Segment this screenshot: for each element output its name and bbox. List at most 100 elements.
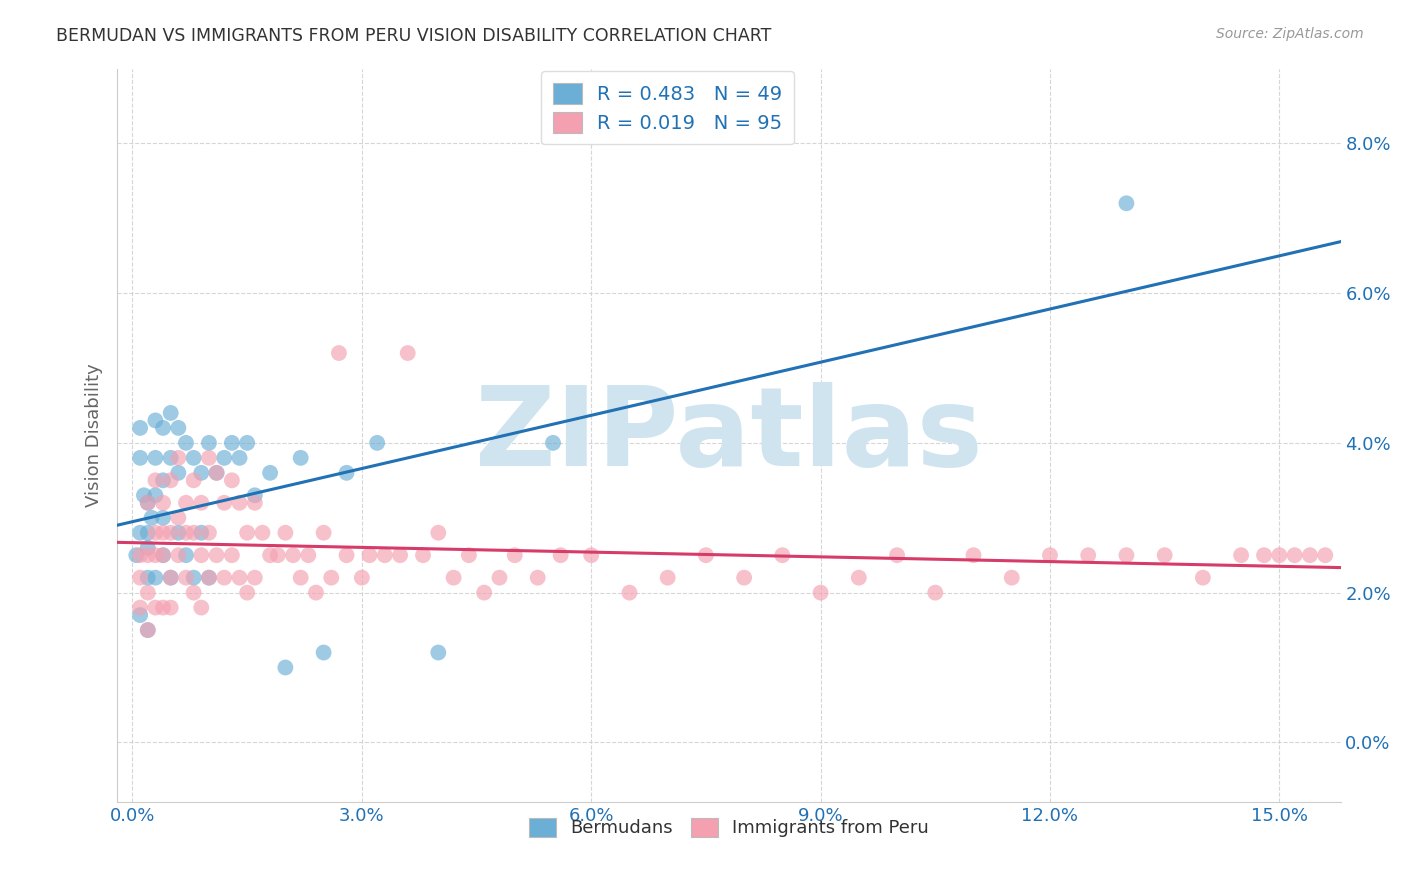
Point — [198, 571, 221, 585]
Point — [374, 548, 396, 562]
Point — [159, 525, 181, 540]
Point — [159, 450, 181, 465]
Point — [136, 541, 159, 555]
Point — [152, 510, 174, 524]
Point — [212, 496, 235, 510]
Point — [183, 571, 205, 585]
Point — [174, 496, 197, 510]
Point — [550, 548, 572, 562]
Point — [152, 525, 174, 540]
Point — [281, 548, 304, 562]
Point — [183, 525, 205, 540]
Point — [886, 548, 908, 562]
Point — [174, 571, 197, 585]
Point — [1268, 548, 1291, 562]
Point — [1230, 548, 1253, 562]
Point — [159, 473, 181, 487]
Point — [1192, 571, 1215, 585]
Point — [190, 466, 212, 480]
Point — [129, 525, 152, 540]
Point — [457, 548, 479, 562]
Point — [129, 421, 152, 435]
Point — [167, 450, 190, 465]
Point — [145, 571, 167, 585]
Point — [136, 548, 159, 562]
Point — [129, 450, 152, 465]
Point — [1315, 548, 1337, 562]
Point — [526, 571, 548, 585]
Point — [541, 436, 564, 450]
Point — [167, 421, 190, 435]
Point — [274, 525, 297, 540]
Point — [152, 600, 174, 615]
Point — [924, 585, 946, 599]
Point — [174, 548, 197, 562]
Point — [183, 450, 205, 465]
Text: BERMUDAN VS IMMIGRANTS FROM PERU VISION DISABILITY CORRELATION CHART: BERMUDAN VS IMMIGRANTS FROM PERU VISION … — [56, 27, 772, 45]
Point — [205, 466, 228, 480]
Point — [145, 548, 167, 562]
Point — [159, 600, 181, 615]
Point — [228, 450, 250, 465]
Point — [236, 585, 259, 599]
Point — [1001, 571, 1024, 585]
Point — [657, 571, 679, 585]
Point — [145, 413, 167, 427]
Point — [335, 466, 357, 480]
Point — [221, 436, 243, 450]
Point — [198, 525, 221, 540]
Point — [159, 571, 181, 585]
Point — [389, 548, 412, 562]
Point — [259, 548, 281, 562]
Point — [1115, 548, 1137, 562]
Point — [183, 473, 205, 487]
Point — [190, 548, 212, 562]
Point — [141, 510, 163, 524]
Point — [129, 608, 152, 623]
Point — [312, 646, 335, 660]
Point — [132, 488, 155, 502]
Point — [1253, 548, 1275, 562]
Point — [581, 548, 603, 562]
Point — [1284, 548, 1306, 562]
Point — [198, 436, 221, 450]
Point — [243, 571, 266, 585]
Point — [236, 436, 259, 450]
Y-axis label: Vision Disability: Vision Disability — [86, 364, 103, 508]
Point — [770, 548, 793, 562]
Point — [427, 646, 450, 660]
Point — [290, 450, 312, 465]
Point — [152, 548, 174, 562]
Point — [396, 346, 419, 360]
Point — [412, 548, 434, 562]
Point — [159, 406, 181, 420]
Point — [212, 450, 235, 465]
Point — [1077, 548, 1099, 562]
Point — [159, 571, 181, 585]
Point — [183, 585, 205, 599]
Text: ZIPatlas: ZIPatlas — [475, 382, 983, 489]
Point — [221, 473, 243, 487]
Point — [136, 496, 159, 510]
Point — [129, 548, 152, 562]
Point — [136, 585, 159, 599]
Point — [810, 585, 832, 599]
Point — [136, 525, 159, 540]
Point — [503, 548, 526, 562]
Point — [145, 600, 167, 615]
Point — [297, 548, 319, 562]
Point — [145, 473, 167, 487]
Point — [1039, 548, 1062, 562]
Point — [136, 623, 159, 637]
Point — [252, 525, 274, 540]
Point — [619, 585, 641, 599]
Point — [488, 571, 510, 585]
Point — [198, 450, 221, 465]
Point — [243, 488, 266, 502]
Point — [962, 548, 984, 562]
Point — [145, 488, 167, 502]
Point — [267, 548, 290, 562]
Point — [350, 571, 373, 585]
Point — [152, 421, 174, 435]
Point — [205, 548, 228, 562]
